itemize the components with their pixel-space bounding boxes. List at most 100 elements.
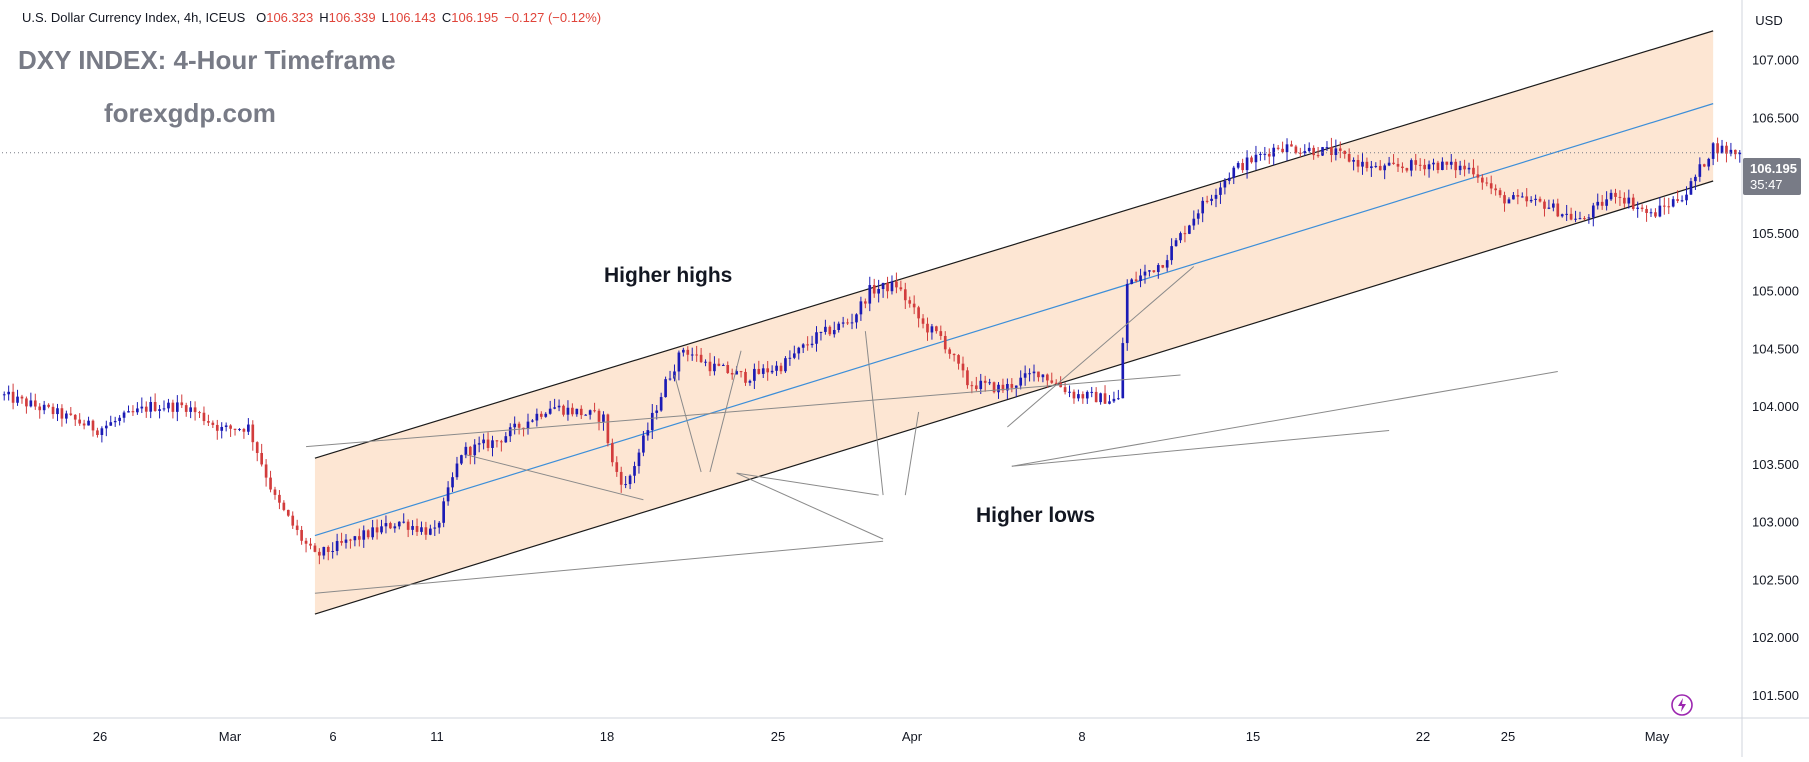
- candle-body: [1010, 383, 1014, 388]
- candle: [184, 402, 188, 417]
- candle: [1623, 192, 1626, 208]
- candle: [51, 403, 55, 419]
- lightning-icon[interactable]: [1670, 693, 1694, 717]
- candle: [642, 430, 645, 457]
- candle: [1130, 278, 1133, 285]
- candle-body: [575, 408, 579, 415]
- candle-body: [326, 546, 330, 552]
- candle-body: [1498, 190, 1502, 196]
- annotation-line: [306, 374, 1181, 448]
- candle: [1583, 216, 1586, 221]
- candle: [460, 454, 463, 466]
- candle: [1143, 264, 1147, 284]
- candle: [926, 317, 929, 341]
- candle: [872, 278, 876, 298]
- candle-body: [1534, 198, 1537, 200]
- close-value: 106.195: [451, 10, 499, 25]
- candle: [1689, 177, 1693, 195]
- candle-body: [828, 326, 832, 335]
- candle: [1330, 137, 1333, 163]
- candle: [1631, 193, 1635, 211]
- candle: [300, 525, 303, 545]
- candle: [1463, 159, 1466, 177]
- candle: [668, 370, 672, 381]
- candle: [468, 445, 472, 465]
- candle: [1481, 174, 1484, 190]
- candle: [273, 486, 277, 500]
- candle-body: [699, 354, 703, 363]
- candle-body: [1383, 165, 1387, 171]
- price-tick-label: 105.500: [1752, 226, 1799, 241]
- candle: [1259, 151, 1262, 161]
- candle-body: [1427, 164, 1431, 170]
- candle: [575, 408, 579, 417]
- candle: [1205, 195, 1209, 204]
- candle-body: [362, 530, 366, 540]
- candle-body: [810, 343, 814, 346]
- candle-body: [664, 379, 667, 398]
- candle: [1512, 192, 1515, 200]
- candle-body: [1658, 205, 1662, 217]
- candle: [535, 408, 539, 427]
- candle: [1334, 139, 1338, 161]
- candle: [1520, 192, 1524, 198]
- candle-body: [1046, 374, 1049, 381]
- candle: [25, 396, 28, 414]
- candle-body: [921, 318, 925, 324]
- candle: [229, 424, 232, 437]
- candle-body: [1223, 180, 1227, 188]
- candle: [291, 511, 295, 529]
- candle: [193, 401, 197, 421]
- candle: [1245, 150, 1249, 179]
- candle: [318, 548, 321, 565]
- candle-body: [859, 301, 863, 315]
- candle-body: [535, 413, 539, 421]
- candle-body: [606, 414, 610, 444]
- candle-body: [1707, 158, 1711, 167]
- candle: [1414, 153, 1418, 171]
- candle-body: [1236, 163, 1240, 168]
- candle: [593, 402, 596, 413]
- candle-body: [1112, 398, 1116, 402]
- candle-body: [229, 425, 232, 429]
- candle-body: [895, 281, 898, 288]
- candle-body: [1148, 270, 1151, 272]
- candle: [1010, 378, 1014, 393]
- candle-body: [1099, 393, 1102, 403]
- candle: [637, 448, 641, 474]
- candle-body: [100, 428, 104, 436]
- currency-button[interactable]: USD: [1748, 8, 1790, 34]
- candle: [713, 356, 716, 376]
- candle: [1241, 158, 1244, 173]
- candle: [1432, 158, 1435, 171]
- candle: [1627, 189, 1631, 209]
- candle: [60, 404, 64, 427]
- candle-body: [340, 541, 343, 543]
- candle: [1591, 202, 1595, 227]
- candle: [704, 359, 707, 367]
- candle-body: [1054, 382, 1058, 384]
- candle: [389, 521, 392, 530]
- candle: [176, 395, 179, 422]
- candle-body: [717, 363, 721, 366]
- candle-body: [82, 423, 86, 426]
- candle-body: [1352, 159, 1355, 162]
- candle-body: [349, 539, 352, 541]
- candle: [730, 368, 734, 380]
- candle: [1272, 143, 1276, 166]
- candle: [1574, 210, 1577, 223]
- candle-body: [1449, 161, 1453, 165]
- candle: [979, 373, 983, 395]
- candle-body: [761, 368, 765, 374]
- candle-body: [832, 329, 836, 335]
- candle-body: [104, 425, 108, 429]
- candle-body: [184, 405, 188, 412]
- candle: [1094, 387, 1098, 403]
- candle: [1148, 269, 1151, 277]
- candle-body: [393, 526, 397, 529]
- candle-body: [437, 522, 441, 528]
- candle-body: [273, 489, 277, 495]
- candle: [721, 363, 725, 367]
